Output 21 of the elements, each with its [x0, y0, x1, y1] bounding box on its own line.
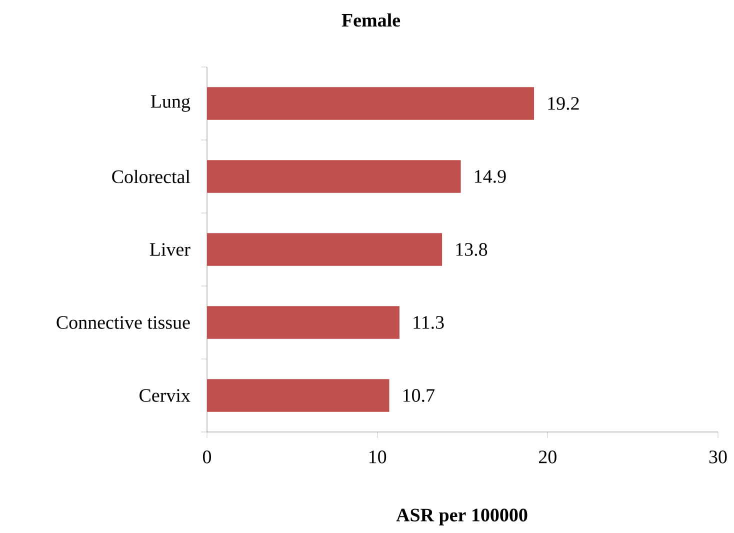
x-tick-label: 0 [202, 450, 212, 464]
bar [207, 379, 390, 412]
data-label: 11.3 [414, 316, 444, 329]
x-tick-label: 20 [538, 450, 556, 464]
bar [207, 306, 400, 339]
bar [207, 160, 461, 193]
data-label: 14.9 [474, 170, 506, 183]
chart-title: Female [342, 13, 400, 27]
data-label: 13.8 [456, 243, 488, 256]
y-tick-label: Liver [150, 243, 190, 256]
x-tick-label: 10 [369, 450, 386, 464]
x-tick-label: 30 [709, 450, 727, 464]
x-axis-title: ASR per 100000 [396, 508, 528, 526]
data-label: 10.7 [403, 389, 434, 402]
y-tick-label: Lung [150, 95, 190, 112]
data-label: 19.2 [548, 97, 579, 110]
y-tick-label: Cervix [140, 389, 190, 402]
y-tick-label: Colorectal [112, 170, 190, 184]
bar [207, 233, 442, 266]
bar [207, 87, 534, 120]
y-tick-label: Connective tissue [56, 316, 190, 329]
